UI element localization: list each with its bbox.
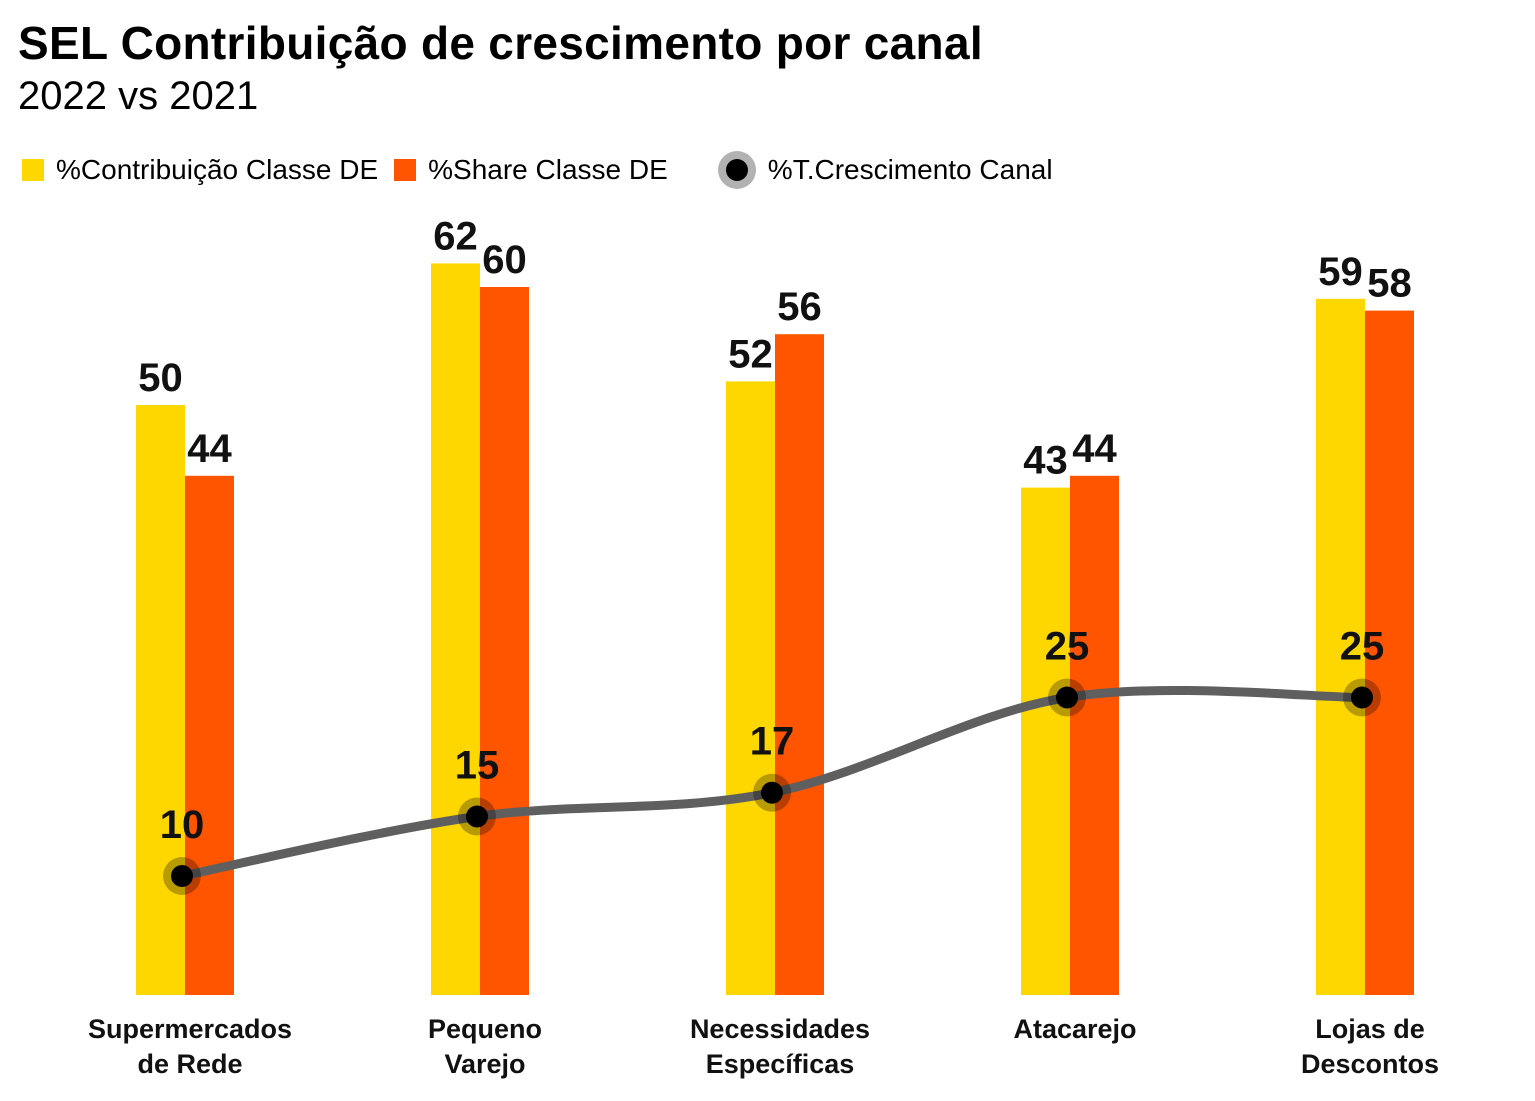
growth-marker-3 — [1056, 686, 1078, 709]
legend: %Contribuição Classe DE %Share Classe DE… — [22, 150, 1069, 190]
bar-label-contribuicao-0: 50 — [138, 356, 183, 400]
category-label-0-0: Supermercados — [88, 1014, 292, 1044]
bar-share-0 — [185, 475, 234, 995]
category-label-2-0: Necessidades — [690, 1014, 870, 1044]
category-label-0-1: de Rede — [137, 1049, 242, 1079]
growth-marker-1 — [466, 805, 488, 828]
chart-title: SEL Contribuição de crescimento por cana… — [18, 17, 983, 69]
legend-swatch-contribuicao — [22, 159, 44, 181]
category-label-3-0: Atacarejo — [1013, 1014, 1136, 1044]
bar-label-contribuicao-1: 62 — [433, 214, 478, 258]
growth-marker-4 — [1351, 686, 1373, 709]
bar-contribuicao-2 — [726, 381, 775, 995]
legend-label-contribuicao: %Contribuição Classe DE — [56, 154, 379, 185]
category-label-2-1: Específicas — [706, 1049, 855, 1079]
bar-label-contribuicao-2: 52 — [728, 332, 773, 376]
bar-label-share-4: 58 — [1367, 262, 1412, 306]
bar-share-2 — [775, 334, 824, 995]
legend-dot-marker — [717, 151, 756, 189]
legend-item-contribuicao: %Contribuição Classe DE — [22, 154, 378, 186]
legend-label-share: %Share Classe DE — [428, 154, 668, 185]
bar-share-1 — [480, 287, 529, 995]
growth-label-2: 17 — [750, 720, 795, 764]
growth-marker-0 — [171, 865, 193, 887]
legend-label-crescimento: %T.Crescimento Canal — [767, 154, 1053, 185]
bar-label-share-3: 44 — [1072, 427, 1117, 471]
bar-contribuicao-0 — [136, 405, 185, 995]
bar-label-contribuicao-4: 59 — [1318, 250, 1363, 294]
bar-contribuicao-3 — [1021, 487, 1070, 995]
category-label-1-0: Pequeno — [428, 1014, 542, 1044]
bar-contribuicao-1 — [431, 263, 480, 995]
legend-swatch-share — [394, 159, 417, 181]
growth-label-3: 25 — [1045, 625, 1090, 669]
growth-label-0: 10 — [160, 803, 205, 847]
bar-share-3 — [1070, 475, 1119, 995]
bar-share-4 — [1365, 310, 1414, 996]
growth-marker-2 — [761, 781, 783, 804]
legend-item-share: %Share Classe DE — [394, 154, 668, 186]
category-label-1-1: Varejo — [444, 1049, 525, 1079]
growth-label-4: 25 — [1340, 625, 1385, 669]
bar-label-share-1: 60 — [482, 238, 527, 282]
bar-label-share-0: 44 — [187, 427, 232, 471]
bar-label-share-2: 56 — [777, 285, 822, 329]
category-label-4-0: Lojas de — [1315, 1014, 1425, 1044]
legend-item-crescimento: %T.Crescimento Canal — [684, 151, 1053, 189]
category-label-4-1: Descontos — [1301, 1049, 1439, 1079]
chart-subtitle: 2022 vs 2021 — [18, 74, 259, 118]
bar-label-contribuicao-3: 43 — [1023, 439, 1068, 483]
bar-contribuicao-4 — [1316, 298, 1365, 995]
growth-label-1: 15 — [455, 744, 500, 788]
